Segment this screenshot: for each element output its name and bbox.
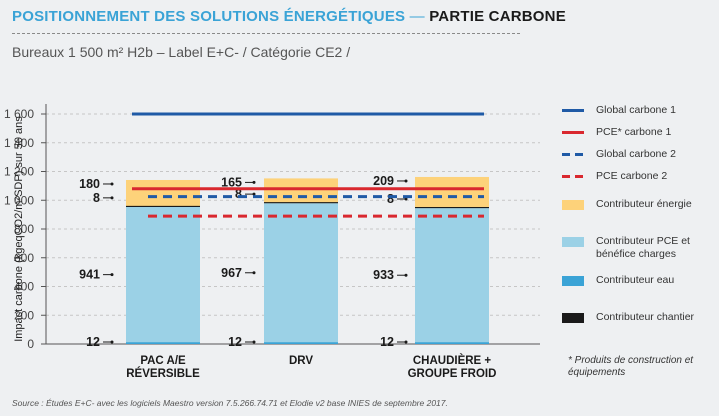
y-tick-label: 0 <box>27 337 34 351</box>
legend-label: Global carbone 2 <box>596 148 676 160</box>
bar-segment-pce <box>264 203 338 343</box>
legend-swatch <box>562 175 584 178</box>
footnote: * Produits de construction et équipement… <box>568 355 694 378</box>
y-tick-label: 600 <box>14 251 34 265</box>
value-label-chantier: 8 <box>387 192 394 206</box>
value-label-dot <box>404 197 408 201</box>
value-label-dot <box>404 340 408 344</box>
bar-segment-eau <box>126 341 200 344</box>
value-label-pce: 933 <box>373 268 394 282</box>
chart-title: POSITIONNEMENT DES SOLUTIONS ÉNERGÉTIQUE… <box>12 8 566 25</box>
y-tick-label: 1 000 <box>4 193 34 207</box>
legend-swatch <box>562 276 584 286</box>
y-tick-label: 400 <box>14 280 34 294</box>
bar-segment-pce <box>126 207 200 343</box>
legend-swatch <box>562 153 584 156</box>
title-divider <box>12 33 520 34</box>
legend-label: Global carbone 1 <box>596 104 676 116</box>
legend-label: PCE* carbone 1 <box>596 126 672 138</box>
value-label-eau: 12 <box>228 335 242 349</box>
legend-label: Contributeur PCE et bénéfice charges <box>596 235 690 260</box>
title-part2: PARTIE CARBONE <box>429 8 566 25</box>
value-label-pce: 941 <box>79 268 100 282</box>
legend-label: Contributeur eau <box>596 274 675 286</box>
value-label-dot <box>110 182 114 186</box>
value-label-dot <box>110 273 114 277</box>
legend-swatch <box>562 131 584 134</box>
value-label-dot <box>404 179 408 183</box>
legend-swatch <box>562 200 584 210</box>
legend-swatch <box>562 237 584 247</box>
value-label-eau: 12 <box>86 335 100 349</box>
legend-label: Contributeur énergie <box>596 198 692 210</box>
value-label-dot <box>110 340 114 344</box>
bar-segment-chantier <box>126 205 200 208</box>
legend-item: PCE carbone 2 <box>562 170 716 183</box>
value-label-dot <box>252 192 256 196</box>
source-note: Source : Études E+C- avec les logiciels … <box>12 398 448 408</box>
chart-subtitle: Bureaux 1 500 m² H2b – Label E+C- / Caté… <box>12 44 351 60</box>
bar-segment-energie <box>415 176 489 208</box>
legend-label: Contributeur chantier <box>596 311 695 323</box>
legend-item: Contributeur énergie <box>562 198 716 211</box>
x-category-label: CHAUDIÈRE + <box>413 354 492 367</box>
legend-item: Global carbone 1 <box>562 104 716 117</box>
value-label-energie: 180 <box>79 177 100 191</box>
legend-swatch <box>562 313 584 323</box>
x-category-label: PAC A/E <box>140 355 186 367</box>
legend-label: PCE carbone 2 <box>596 170 668 182</box>
bar-segment-eau <box>264 341 338 344</box>
x-category-label: RÉVERSIBLE <box>126 367 200 380</box>
x-category-label: GROUPE FROID <box>408 368 497 380</box>
value-label-dot <box>404 273 408 277</box>
value-label-dot <box>110 196 114 200</box>
value-label-pce: 967 <box>221 266 242 280</box>
value-label-chantier: 8 <box>235 187 242 201</box>
title-part1: POSITIONNEMENT DES SOLUTIONS ÉNERGÉTIQUE… <box>12 8 406 25</box>
value-label-dot <box>252 340 256 344</box>
y-tick-label: 1 600 <box>4 107 34 121</box>
y-tick-label: 1 200 <box>4 165 34 179</box>
y-tick-label: 200 <box>14 308 34 322</box>
legend-item: Contributeur eau <box>562 274 716 287</box>
y-tick-label: 800 <box>14 222 34 236</box>
bar-segment-chantier <box>264 201 338 204</box>
bar-segment-chantier <box>415 206 489 209</box>
value-label-energie: 209 <box>373 174 394 188</box>
bar-segment-energie <box>264 178 338 203</box>
x-category-label: DRV <box>289 355 313 367</box>
value-label-dot <box>252 271 256 275</box>
value-label-chantier: 8 <box>93 191 100 205</box>
value-label-energie: 165 <box>221 175 242 189</box>
y-axis-label: Impact carbone (kgeqCO2/m²SDP) sur 50 an… <box>13 116 25 342</box>
legend-item: Global carbone 2 <box>562 148 716 161</box>
legend-item: Contributeur chantier <box>562 311 716 324</box>
title-separator: — <box>409 8 425 25</box>
legend-swatch <box>562 109 584 112</box>
legend-item: PCE* carbone 1 <box>562 126 716 139</box>
value-label-eau: 12 <box>380 335 394 349</box>
value-label-dot <box>252 180 256 184</box>
bar-segment-energie <box>126 179 200 206</box>
y-tick-label: 1 400 <box>4 136 34 150</box>
bar-segment-pce <box>415 208 489 343</box>
bar-segment-eau <box>415 341 489 344</box>
legend-item: Contributeur PCE et bénéfice charges <box>562 235 716 261</box>
